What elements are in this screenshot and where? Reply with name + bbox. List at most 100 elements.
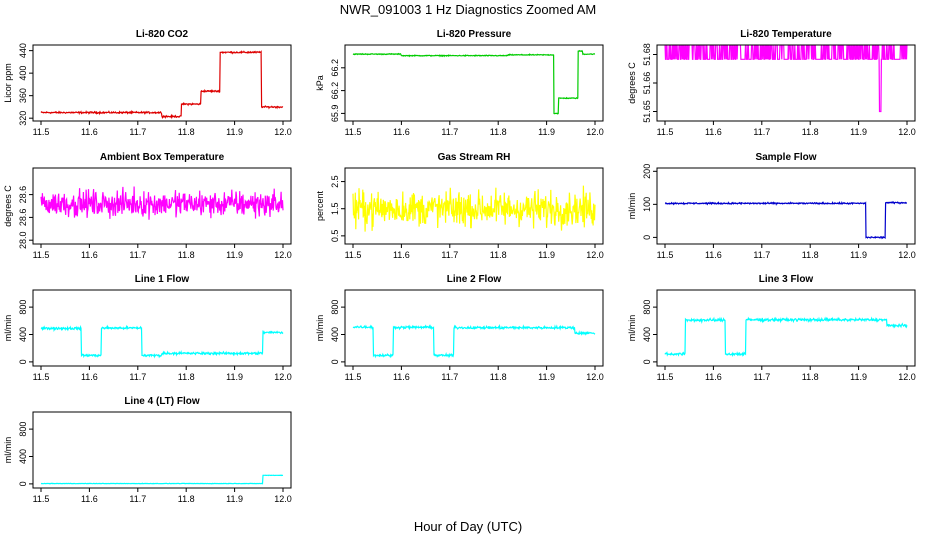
y-tick-label: 100: [642, 197, 652, 212]
x-tick-label: 11.5: [657, 372, 674, 382]
chart-title: Gas Stream RH: [438, 152, 511, 163]
x-tick-label: 11.8: [490, 372, 507, 382]
y-tick-label: 51.66: [642, 72, 652, 95]
y-tick-label: 400: [18, 449, 28, 464]
series-group: [664, 200, 907, 240]
y-axis-label: kPa: [315, 75, 325, 91]
x-tick-label: 12.0: [274, 494, 292, 504]
x-tick-label: 11.6: [81, 127, 98, 137]
y-axis-label: degrees C: [3, 185, 13, 227]
x-tick-label: 11.8: [178, 494, 195, 504]
x-tick-label: 11.6: [81, 372, 98, 382]
plot-frame: [32, 44, 292, 122]
x-tick-label: 12.0: [274, 250, 292, 260]
y-tick-label: 0: [642, 359, 652, 364]
chart-panel: Line 4 (LT) Flow 11.5 11.6 11.7 11.8 11.9 12.0…: [3, 396, 292, 504]
x-tick-label: 11.6: [393, 127, 410, 137]
x-tick-label: 12.0: [274, 372, 292, 382]
x-tick-label: 12.0: [586, 250, 604, 260]
y-tick-label: 1.5: [330, 202, 340, 215]
x-tick-label: 12.0: [586, 127, 604, 137]
x-tick-label: 11.9: [226, 250, 243, 260]
y-tick-label: 28.6: [18, 186, 28, 204]
series-line: [40, 324, 284, 359]
x-tick-label: 11.8: [178, 250, 195, 260]
chart-title: Li-820 Pressure: [437, 29, 512, 40]
panel-grid: Li-820 CO2 11.5 11.6 11.7 11.8 11.9 12.0 320 360…: [3, 29, 916, 504]
series-line: [664, 200, 907, 240]
x-tick-label: 11.6: [81, 494, 98, 504]
chart-title: Line 2 Flow: [447, 274, 502, 285]
x-tick-label: 11.7: [753, 372, 770, 382]
y-tick-label: 320: [18, 111, 28, 126]
chart-title: Line 3 Flow: [759, 274, 814, 285]
chart-title: Ambient Box Temperature: [100, 152, 225, 163]
y-tick-label: 800: [18, 422, 28, 437]
plot-frame: [32, 167, 292, 245]
chart-panel: Li-820 Pressure 11.5 11.6 11.7 11.8 11.9 12.0 6…: [315, 29, 604, 137]
y-axis-label: degrees C: [627, 62, 637, 104]
x-tick-label: 11.6: [705, 372, 722, 382]
chart-title: Li-820 Temperature: [740, 29, 832, 40]
x-tick-label: 11.5: [33, 250, 50, 260]
chart-title: Sample Flow: [755, 152, 816, 163]
y-axis-label: Licor ppm: [3, 63, 13, 103]
y-tick-label: 66.2: [330, 82, 340, 100]
y-axis-label: ml/min: [315, 315, 325, 342]
series-group: [40, 186, 284, 220]
plot-frame: [656, 289, 916, 367]
plot-frame: [656, 167, 916, 245]
chart-panel: Sample Flow 11.5 11.6 11.7 11.8 11.9 12.0 0 100 2…: [627, 152, 916, 260]
y-tick-label: 440: [18, 43, 28, 58]
series-line: [40, 186, 284, 220]
x-tick-label: 11.9: [538, 127, 555, 137]
x-tick-label: 11.5: [657, 250, 674, 260]
y-axis-label: ml/min: [627, 193, 637, 220]
chart-panel: Li-820 Temperature 11.5 11.6 11.7 11.8 11.9 12…: [627, 29, 916, 137]
series-line: [352, 49, 596, 115]
y-tick-label: 800: [642, 300, 652, 315]
x-tick-label: 11.6: [705, 250, 722, 260]
series-group: [664, 316, 908, 358]
x-tick-label: 11.8: [802, 127, 819, 137]
x-tick-label: 11.5: [345, 372, 362, 382]
x-tick-label: 11.5: [33, 372, 50, 382]
x-tick-label: 11.8: [178, 372, 195, 382]
y-tick-label: 0.5: [330, 230, 340, 243]
y-tick-label: 400: [18, 66, 28, 81]
x-tick-label: 11.7: [441, 250, 458, 260]
y-tick-label: 360: [18, 88, 28, 103]
series-group: [352, 49, 596, 115]
y-tick-label: 200: [642, 164, 652, 179]
x-tick-label: 11.5: [345, 127, 362, 137]
y-tick-label: 51.65: [642, 100, 652, 123]
y-tick-label: 400: [642, 327, 652, 342]
x-tick-label: 11.9: [226, 372, 243, 382]
series-line: [664, 316, 908, 358]
y-tick-label: 400: [330, 327, 340, 342]
x-tick-label: 11.9: [226, 494, 243, 504]
y-axis-label: percent: [315, 190, 325, 221]
x-tick-label: 11.5: [657, 127, 674, 137]
y-tick-label: 400: [18, 327, 28, 342]
y-tick-label: 65.9: [330, 105, 340, 123]
series-group: [664, 45, 908, 113]
x-tick-label: 11.8: [802, 372, 819, 382]
x-tick-label: 11.7: [129, 127, 146, 137]
x-tick-label: 11.6: [393, 250, 410, 260]
series-group: [352, 323, 596, 359]
y-tick-label: 0: [330, 359, 340, 364]
chart-title: Line 1 Flow: [135, 274, 190, 285]
x-tick-label: 11.9: [850, 372, 867, 382]
chart-panel: Line 3 Flow 11.5 11.6 11.7 11.8 11.9 12.0 0 400 8…: [627, 274, 916, 382]
y-axis-label: ml/min: [3, 315, 13, 342]
x-tick-label: 11.9: [538, 372, 555, 382]
y-tick-label: 800: [18, 300, 28, 315]
x-tick-label: 11.7: [129, 372, 146, 382]
chart-panel: Gas Stream RH 11.5 11.6 11.7 11.8 11.9 12.0 0.5…: [315, 152, 604, 260]
x-tick-label: 11.5: [345, 250, 362, 260]
series-group: [40, 49, 284, 120]
figure-title: NWR_091003 1 Hz Diagnostics Zoomed AM: [340, 2, 597, 17]
chart-title: Line 4 (LT) Flow: [124, 396, 200, 407]
x-tick-label: 11.9: [850, 127, 867, 137]
